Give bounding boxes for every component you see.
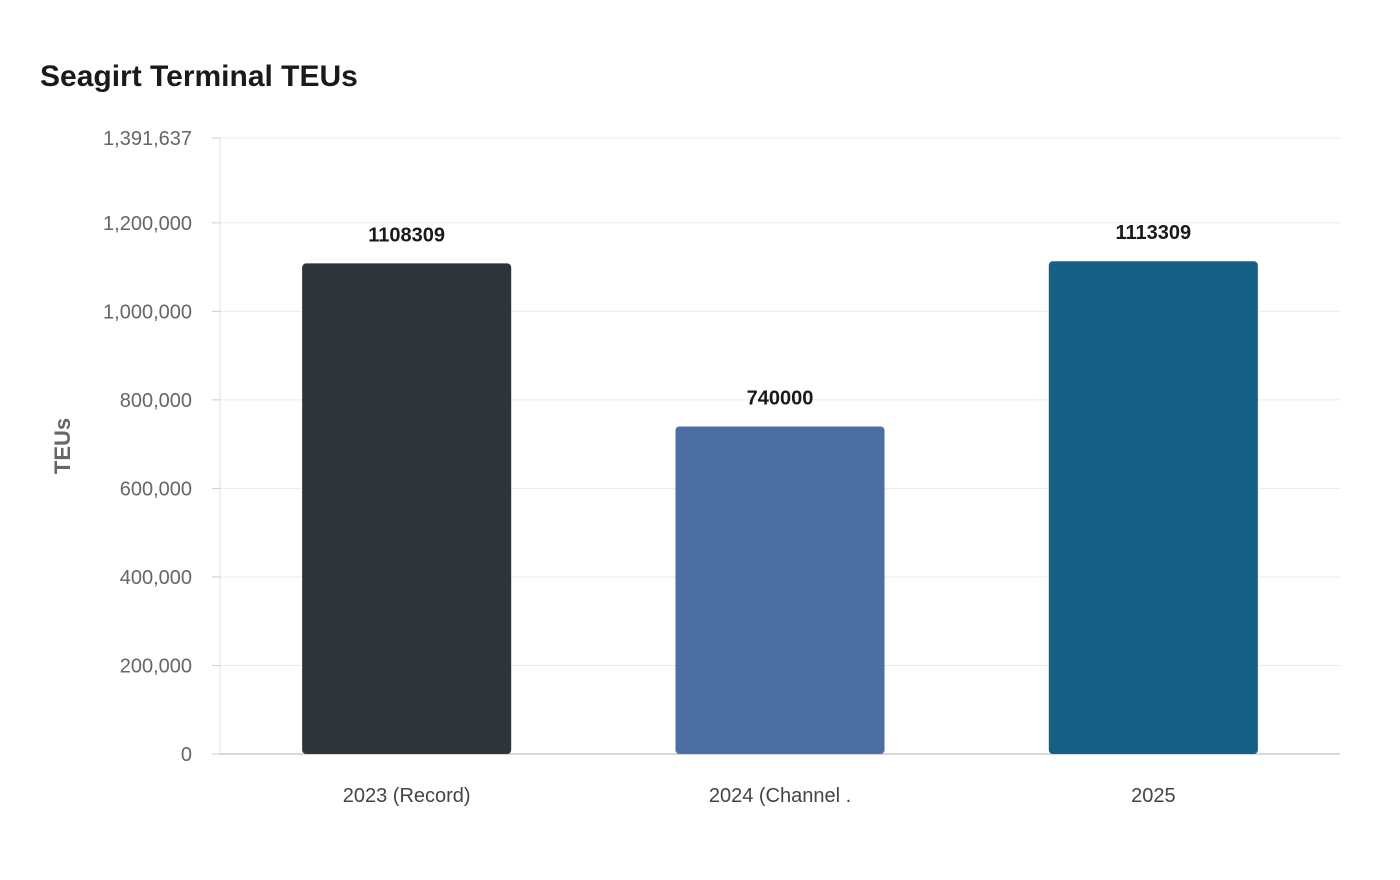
bar — [1048, 261, 1258, 754]
bar-value-label: 740000 — [747, 387, 814, 409]
y-tick-label: 400,000 — [120, 567, 192, 589]
y-tick-label: 800,000 — [120, 390, 192, 412]
bar — [675, 426, 885, 754]
y-tick-label: 1,200,000 — [103, 213, 192, 235]
y-tick-label: 1,391,637 — [103, 128, 192, 150]
bars — [302, 261, 1258, 754]
data-labels: 1108309 740000 1113309 — [368, 222, 1191, 409]
bar — [302, 263, 512, 754]
y-tick-label: 200,000 — [120, 655, 192, 677]
x-tick-label: 2024 (Channel . — [709, 785, 851, 807]
x-tick-label: 2025 — [1131, 785, 1176, 807]
x-tick-label: 2023 (Record) — [343, 785, 471, 807]
y-tick-label: 1,000,000 — [103, 301, 192, 323]
bar-value-label: 1113309 — [1116, 222, 1192, 244]
bar-value-label: 1108309 — [368, 224, 445, 246]
y-tick-labels: 0 200,000 400,000 600,000 800,000 1,000,000 1,… — [103, 128, 220, 766]
y-tick-label: 0 — [181, 744, 192, 766]
x-tick-labels: 2023 (Record) 2024 (Channel . 2025 — [343, 785, 1176, 807]
y-tick-label: 600,000 — [120, 478, 192, 500]
y-axis-label: TEUs — [50, 418, 75, 474]
chart-title: Seagirt Terminal TEUs — [40, 60, 358, 93]
